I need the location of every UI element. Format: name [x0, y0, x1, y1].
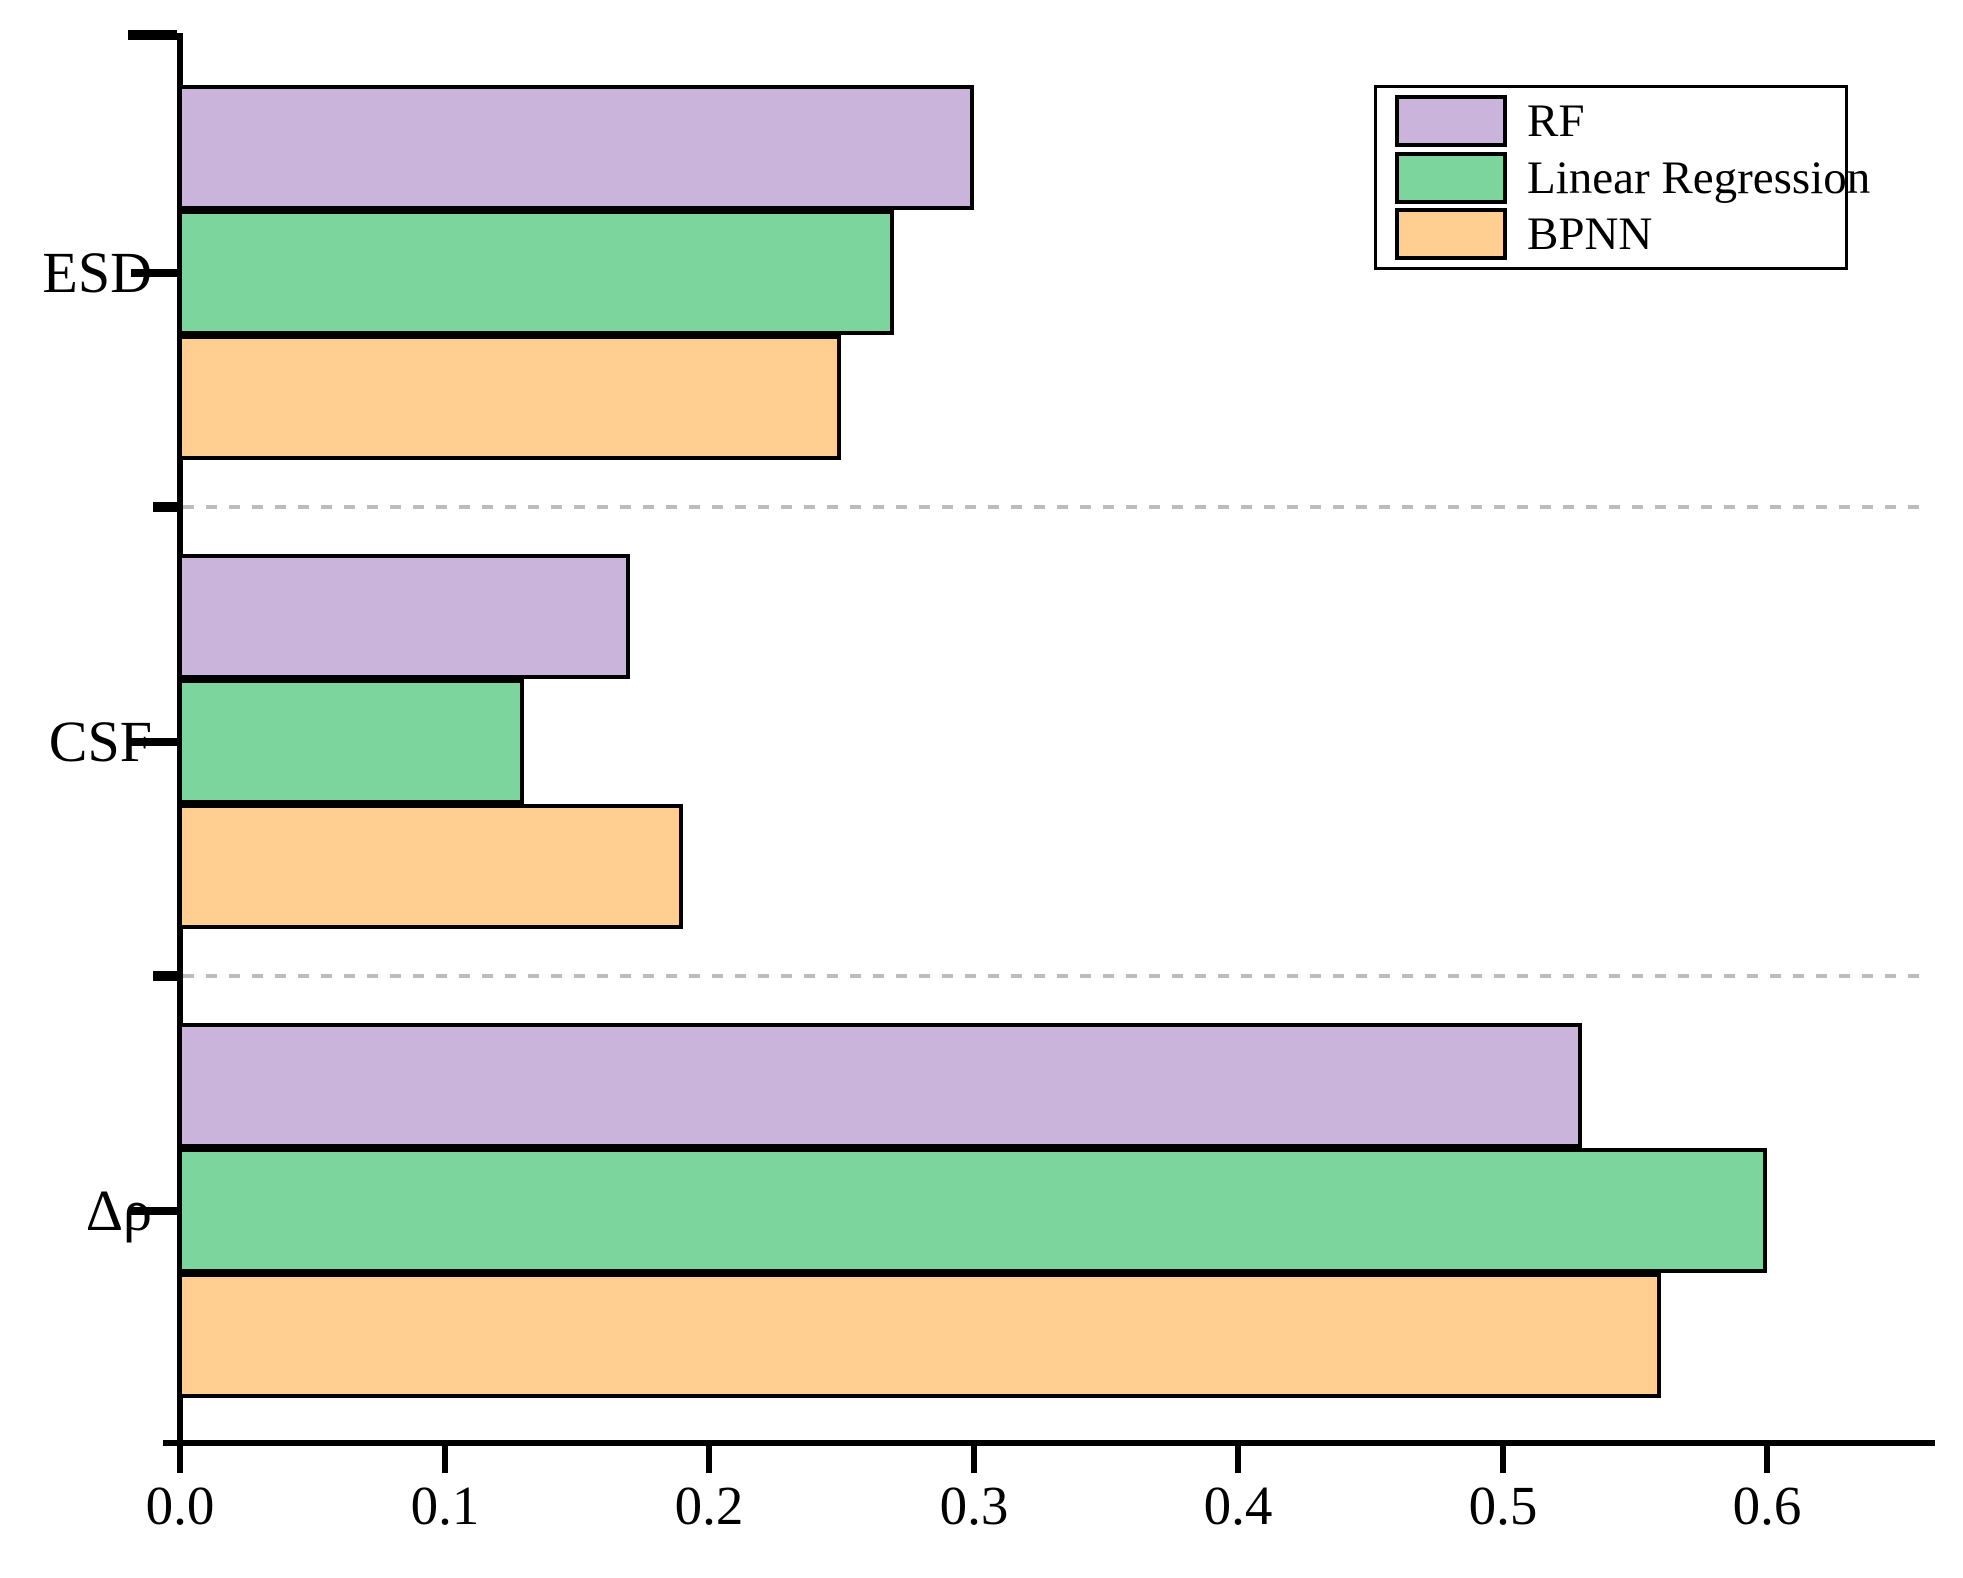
bar-1-1 — [178, 679, 524, 804]
x-axis-tick-label: 0.4 — [1203, 1475, 1273, 1536]
x-axis-tick — [706, 1446, 712, 1473]
legend-swatch-icon — [1395, 95, 1507, 148]
y-axis-major-tick — [131, 1206, 177, 1215]
x-axis-tick — [1764, 1446, 1770, 1473]
x-axis-tick — [442, 1446, 448, 1473]
x-axis-tick-label: 0.1 — [410, 1475, 480, 1536]
legend-entry-0: RF — [1377, 94, 1845, 148]
y-category-label: CSF — [48, 708, 152, 774]
bar-0-0 — [178, 85, 974, 210]
bar-2-0 — [178, 1023, 1582, 1148]
y-axis-major-tick — [131, 737, 177, 746]
x-axis-line — [163, 1440, 1935, 1446]
x-axis-tick — [971, 1446, 977, 1473]
x-axis-tick — [1235, 1446, 1241, 1473]
y-axis-minor-tick — [153, 502, 177, 512]
x-axis-tick-label: 0.6 — [1732, 1475, 1802, 1536]
y-category-label: Δρ — [85, 1177, 152, 1243]
legend-swatch-icon — [1395, 207, 1507, 260]
y-axis-major-tick — [131, 268, 177, 277]
x-axis-tick-label: 0.0 — [145, 1475, 215, 1536]
legend-entry-2: BPNN — [1377, 207, 1845, 261]
group-separator-dashed-line — [183, 974, 1930, 978]
x-axis-tick-label: 0.5 — [1468, 1475, 1538, 1536]
legend-entry-1: Linear Regression — [1377, 151, 1870, 205]
bar-2-1 — [178, 1148, 1767, 1273]
bar-1-0 — [178, 554, 630, 679]
legend-label: RF — [1527, 95, 1585, 148]
bar-0-1 — [178, 210, 894, 335]
x-axis-tick — [1500, 1446, 1506, 1473]
x-axis-tick — [177, 1446, 183, 1473]
y-axis-minor-tick — [153, 971, 177, 981]
bar-1-2 — [178, 804, 683, 929]
y-axis-end-tick — [128, 30, 177, 40]
legend-label: Linear Regression — [1527, 151, 1871, 204]
group-separator-dashed-line — [183, 505, 1930, 509]
legend: RF Linear Regression BPNN — [1374, 85, 1870, 270]
legend-swatch-icon — [1395, 151, 1507, 204]
x-axis-tick-label: 0.3 — [939, 1475, 1009, 1536]
legend-label: BPNN — [1527, 207, 1653, 260]
y-category-label: ESD — [42, 239, 152, 305]
x-axis-tick-label: 0.2 — [674, 1475, 744, 1536]
bar-0-2 — [178, 335, 841, 460]
bar-2-2 — [178, 1273, 1661, 1398]
